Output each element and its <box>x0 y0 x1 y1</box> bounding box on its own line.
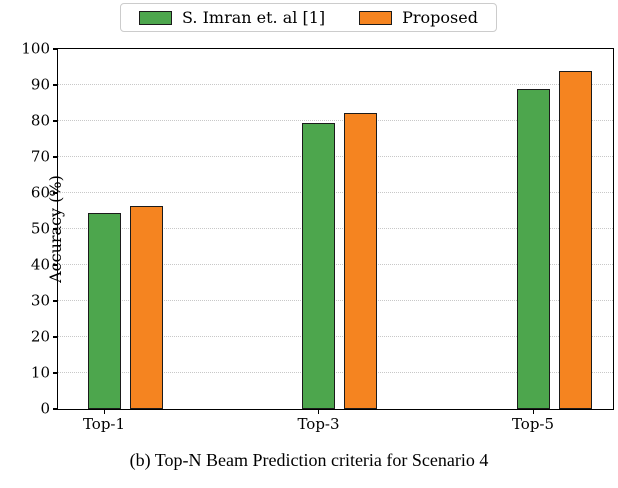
gridline-40 <box>58 264 613 265</box>
gridline-50 <box>58 228 613 229</box>
bar-top-5-series-0 <box>516 89 550 409</box>
legend-swatch-proposed <box>359 10 393 25</box>
y-tick-label: 60 <box>30 183 50 202</box>
x-tick-label-top-1: Top-1 <box>82 415 126 433</box>
x-tick-label-top-5: Top-5 <box>511 415 555 433</box>
y-tick-label: 20 <box>30 327 50 346</box>
y-tick-label: 80 <box>30 111 50 130</box>
y-tick-label: 30 <box>30 291 50 310</box>
y-tick <box>53 264 58 266</box>
legend-item-proposed: Proposed <box>359 7 478 27</box>
gridline-20 <box>58 336 613 337</box>
gridline-90 <box>58 84 613 85</box>
y-tick <box>53 156 58 158</box>
x-tick <box>532 409 534 414</box>
y-tick <box>53 120 58 122</box>
gridline-80 <box>58 120 613 121</box>
y-tick-label: 10 <box>30 363 50 382</box>
x-tick-label-top-3: Top-3 <box>297 415 340 433</box>
legend-swatch-imran <box>139 10 173 25</box>
y-tick-label: 70 <box>30 147 50 166</box>
x-tick <box>103 409 105 414</box>
legend-label-proposed: Proposed <box>402 7 478 27</box>
x-tick <box>318 409 320 414</box>
y-tick <box>53 372 58 374</box>
y-tick <box>53 48 58 50</box>
bar-top-1-series-1 <box>129 205 163 409</box>
y-tick-label: 40 <box>30 255 50 274</box>
gridline-60 <box>58 192 613 193</box>
y-tick-label: 50 <box>30 219 50 238</box>
bar-top-3-series-1 <box>344 112 377 409</box>
figure-caption: (b) Top-N Beam Prediction criteria for S… <box>129 450 489 470</box>
y-tick-label: 0 <box>40 399 50 418</box>
y-tick <box>53 408 58 410</box>
gridline-70 <box>58 156 613 157</box>
bar-top-3-series-0 <box>302 122 335 409</box>
bar-top-5-series-1 <box>558 71 592 409</box>
legend-item-imran: S. Imran et. al [1] <box>139 7 326 27</box>
legend-label-imran: S. Imran et. al [1] <box>182 7 326 27</box>
plot-area: Accuracy (%) 0 10 20 30 40 50 60 70 80 90 100 Top-1… <box>21 41 614 432</box>
legend: S. Imran et. al [1] Proposed <box>120 3 497 32</box>
y-tick-label: 100 <box>21 39 50 58</box>
y-tick <box>53 336 58 338</box>
y-tick <box>53 84 58 86</box>
bar-top-1-series-0 <box>87 212 121 409</box>
gridline-10 <box>58 372 613 373</box>
y-tick <box>53 228 58 230</box>
gridline-30 <box>58 300 613 301</box>
y-tick <box>53 192 58 194</box>
y-tick-label: 90 <box>30 75 50 94</box>
y-tick <box>53 300 58 302</box>
